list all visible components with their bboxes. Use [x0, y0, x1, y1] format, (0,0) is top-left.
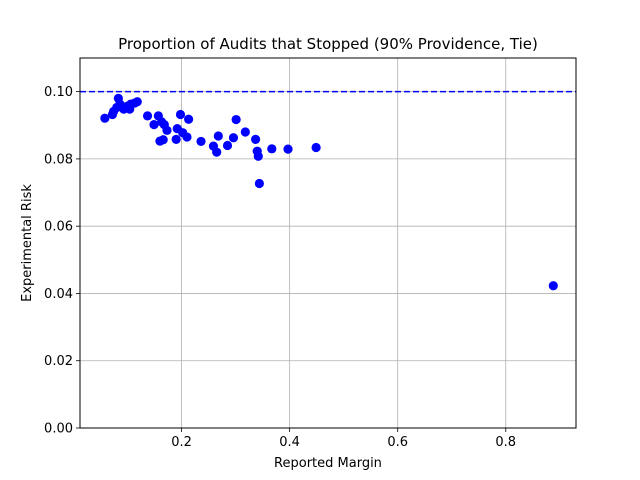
data-point: [175, 109, 186, 120]
plot-frame: [79, 57, 577, 429]
y-tick-label: 0.04: [44, 287, 73, 302]
data-point: [132, 97, 142, 107]
data-point: [250, 134, 261, 144]
data-point: [212, 147, 222, 157]
y-tick-label: 0.00: [44, 422, 73, 437]
data-point: [158, 135, 168, 145]
data-point: [228, 133, 239, 143]
data-point: [182, 132, 192, 142]
data-point: [222, 140, 233, 151]
y-axis-label: Experimental Risk: [20, 184, 35, 302]
x-tick-label: 0.6: [387, 435, 408, 450]
x-axis-label: Reported Margin: [274, 456, 382, 471]
y-tick-label: 0.08: [44, 152, 73, 167]
data-point: [171, 134, 181, 144]
data-point: [254, 178, 264, 189]
y-axis-ticks: 0.00 0.02 0.04 0.06 0.08 0.10: [44, 85, 80, 437]
x-tick-label: 0.8: [495, 435, 516, 450]
data-point: [142, 111, 153, 121]
data-point: [184, 114, 194, 124]
data-point: [149, 120, 159, 130]
data-point: [162, 125, 172, 135]
x-axis-ticks: 0.2 0.4 0.6 0.8: [171, 428, 516, 450]
data-point: [283, 144, 293, 154]
y-tick-label: 0.06: [44, 220, 73, 235]
data-point: [240, 127, 250, 137]
data-point: [253, 151, 263, 161]
chart-title: Proportion of Audits that Stopped (90% P…: [118, 35, 538, 53]
data-point: [231, 114, 241, 125]
data-points: [100, 93, 558, 291]
x-tick-label: 0.4: [279, 435, 300, 450]
data-point: [548, 281, 558, 291]
x-tick-label: 0.2: [171, 435, 192, 450]
data-point: [100, 113, 110, 123]
data-point: [196, 136, 206, 147]
y-tick-label: 0.02: [44, 354, 73, 369]
data-point: [311, 142, 321, 153]
data-point: [213, 131, 223, 141]
data-point: [267, 144, 277, 154]
y-tick-label: 0.10: [44, 85, 73, 100]
